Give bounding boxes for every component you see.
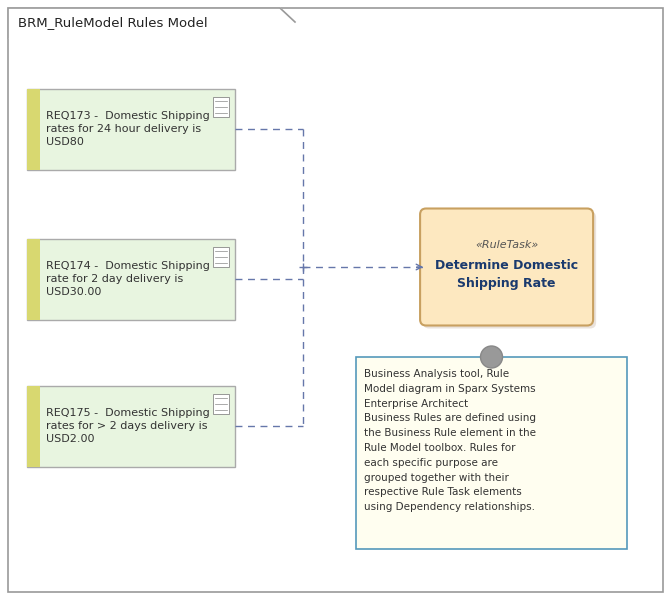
Circle shape [482, 347, 501, 367]
FancyBboxPatch shape [213, 394, 229, 413]
Text: Business Analysis tool, Rule
Model diagram in Sparx Systems
Enterprise Architect: Business Analysis tool, Rule Model diagr… [364, 369, 535, 512]
FancyBboxPatch shape [27, 88, 235, 169]
FancyBboxPatch shape [356, 357, 627, 549]
Text: REQ175 -  Domestic Shipping
rates for > 2 days delivery is
USD2.00: REQ175 - Domestic Shipping rates for > 2… [46, 408, 210, 444]
Circle shape [484, 349, 499, 365]
FancyBboxPatch shape [213, 247, 229, 266]
FancyBboxPatch shape [27, 385, 40, 467]
Polygon shape [8, 8, 295, 38]
FancyBboxPatch shape [27, 88, 40, 169]
FancyBboxPatch shape [213, 97, 229, 116]
FancyBboxPatch shape [8, 8, 663, 592]
Text: BRM_RuleModel Rules Model: BRM_RuleModel Rules Model [18, 16, 207, 29]
FancyBboxPatch shape [27, 238, 235, 319]
Circle shape [480, 346, 503, 368]
Text: «RuleTask»: «RuleTask» [475, 240, 538, 250]
Text: REQ173 -  Domestic Shipping
rates for 24 hour delivery is
USD80: REQ173 - Domestic Shipping rates for 24 … [46, 111, 210, 147]
Circle shape [485, 350, 498, 364]
Circle shape [486, 352, 497, 362]
Text: Determine Domestic
Shipping Rate: Determine Domestic Shipping Rate [435, 259, 578, 290]
Text: REQ174 -  Domestic Shipping
rate for 2 day delivery is
USD30.00: REQ174 - Domestic Shipping rate for 2 da… [46, 261, 210, 297]
FancyBboxPatch shape [423, 211, 596, 328]
FancyBboxPatch shape [27, 238, 40, 319]
FancyBboxPatch shape [420, 208, 593, 325]
FancyBboxPatch shape [27, 385, 235, 467]
